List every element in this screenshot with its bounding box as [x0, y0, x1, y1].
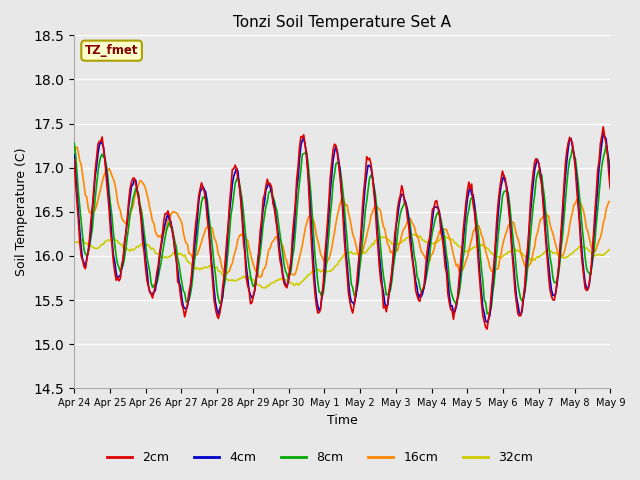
Text: TZ_fmet: TZ_fmet [85, 44, 138, 57]
X-axis label: Time: Time [327, 414, 358, 427]
Y-axis label: Soil Temperature (C): Soil Temperature (C) [15, 147, 28, 276]
Title: Tonzi Soil Temperature Set A: Tonzi Soil Temperature Set A [233, 15, 451, 30]
Legend: 2cm, 4cm, 8cm, 16cm, 32cm: 2cm, 4cm, 8cm, 16cm, 32cm [102, 446, 538, 469]
